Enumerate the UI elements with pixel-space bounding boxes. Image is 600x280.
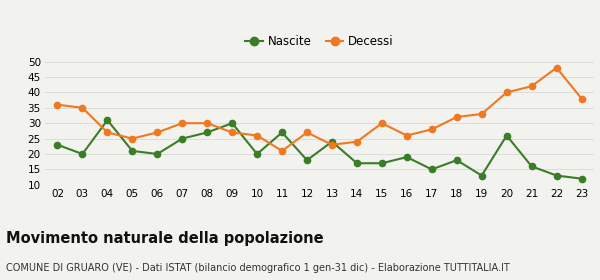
Text: COMUNE DI GRUARO (VE) - Dati ISTAT (bilancio demografico 1 gen-31 dic) - Elabora: COMUNE DI GRUARO (VE) - Dati ISTAT (bila… — [6, 263, 510, 273]
Text: Movimento naturale della popolazione: Movimento naturale della popolazione — [6, 231, 323, 246]
Legend: Nascite, Decessi: Nascite, Decessi — [241, 31, 398, 53]
